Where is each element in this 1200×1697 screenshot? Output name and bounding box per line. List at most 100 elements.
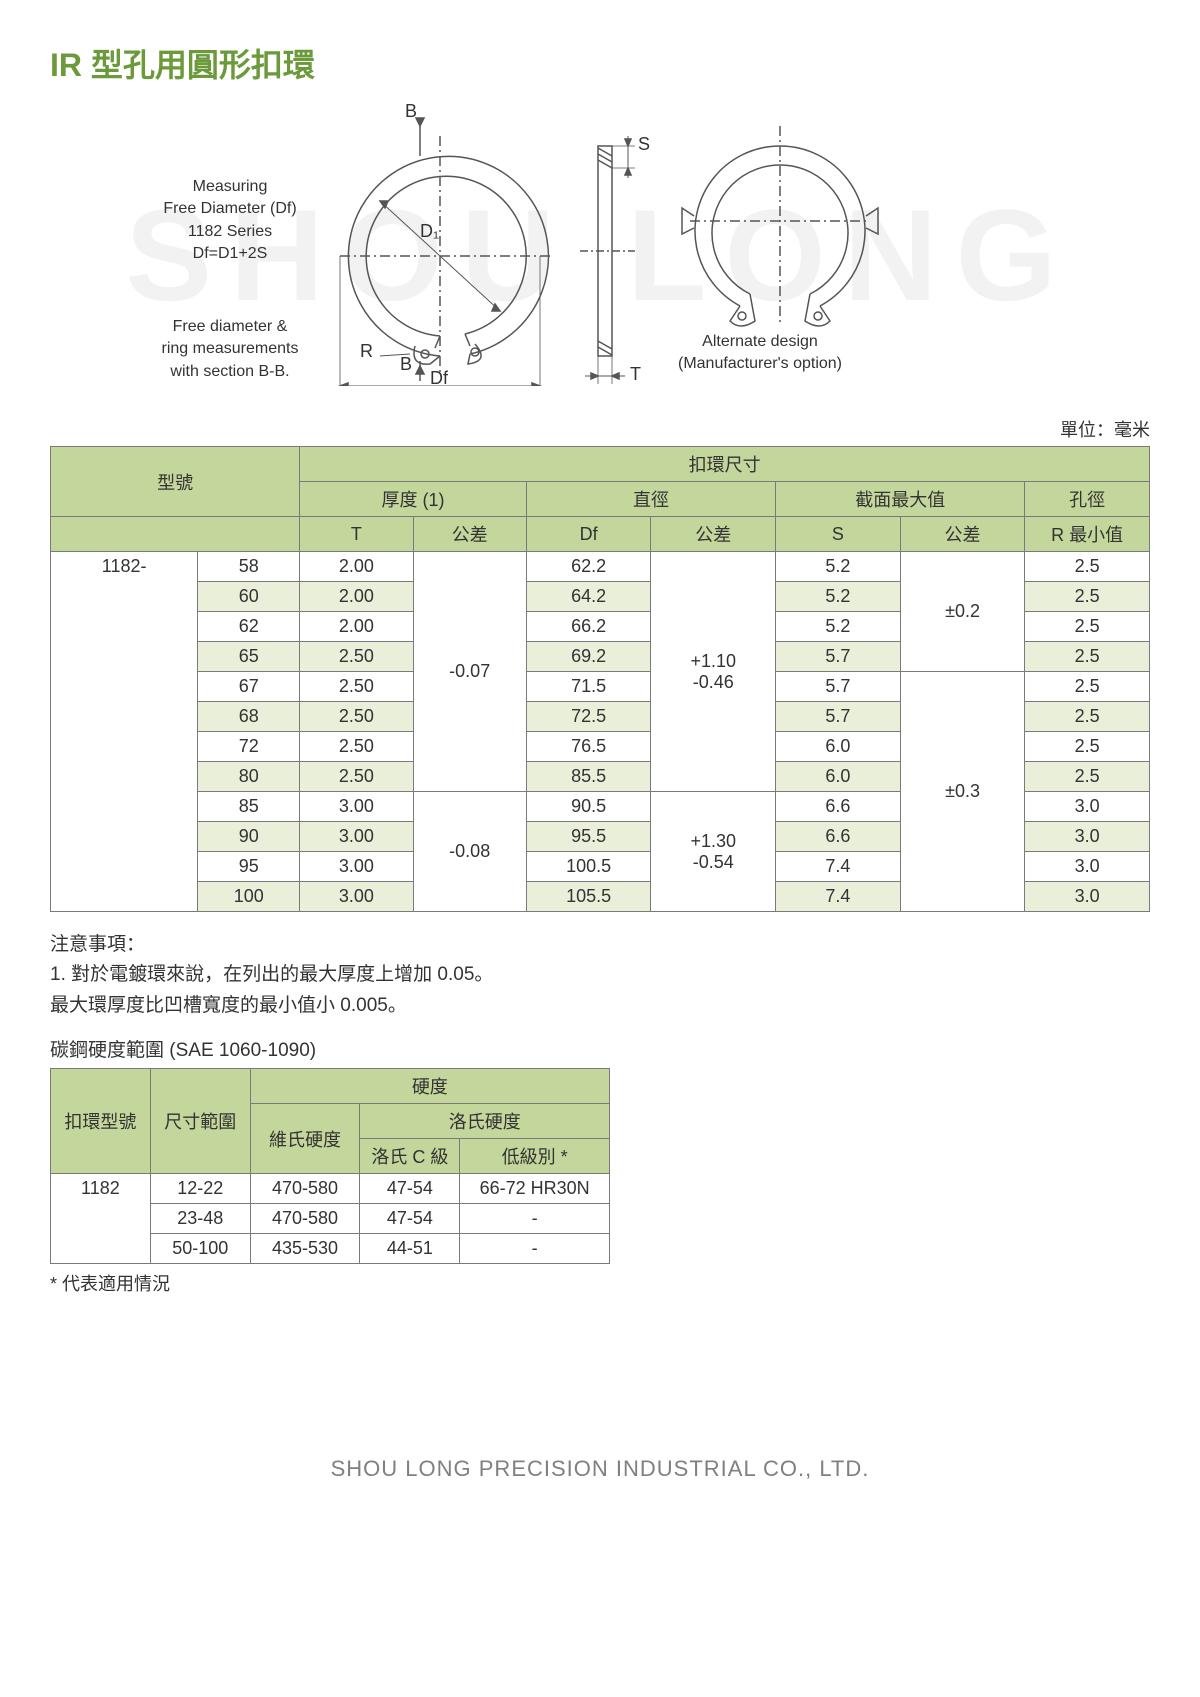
cell-size: 68 [198, 702, 300, 732]
th-h-range: 尺寸範圍 [150, 1069, 250, 1174]
cell-t-tol-1: -0.07 [413, 552, 526, 792]
cell-size: 67 [198, 672, 300, 702]
diagram-note-alternate: Alternate design (Manufacturer's option) [650, 331, 870, 376]
cell-t: 2.50 [300, 642, 413, 672]
cell-h-low: 66-72 HR30N [460, 1174, 610, 1204]
ring-dimension-table: 型號 扣環尺寸 厚度 (1) 直徑 截面最大值 孔徑 T 公差 Df 公差 S … [50, 446, 1150, 912]
cell-s: 7.4 [776, 882, 901, 912]
cell-t: 2.50 [300, 762, 413, 792]
cell-h-rc: 44-51 [360, 1234, 460, 1264]
th-hole: 孔徑 [1025, 482, 1150, 517]
diagram-label-b-bottom: B [400, 354, 412, 375]
cell-t: 2.00 [300, 552, 413, 582]
notes-heading: 注意事項： [50, 930, 1150, 960]
cell-h-range: 50-100 [150, 1234, 250, 1264]
diagram-ring-front [320, 106, 560, 386]
cell-s-tol-2: ±0.3 [900, 672, 1025, 912]
cell-h-low: - [460, 1234, 610, 1264]
diagram-label-r: R [360, 341, 373, 362]
cell-df: 105.5 [526, 882, 651, 912]
cell-t-tol-2: -0.08 [413, 792, 526, 912]
cell-size: 72 [198, 732, 300, 762]
cell-t: 3.00 [300, 852, 413, 882]
cell-h-vickers: 470-580 [250, 1174, 360, 1204]
cell-s: 6.0 [776, 762, 901, 792]
cell-s: 5.7 [776, 702, 901, 732]
cell-s: 6.6 [776, 792, 901, 822]
page-title: IR 型孔用圓形扣環 [50, 40, 1150, 86]
cell-r: 3.0 [1025, 792, 1150, 822]
cell-df: 71.5 [526, 672, 651, 702]
cell-df: 100.5 [526, 852, 651, 882]
th-h-rockwell: 洛氏硬度 [360, 1104, 610, 1139]
cell-r: 3.0 [1025, 852, 1150, 882]
cell-h-range: 23-48 [150, 1204, 250, 1234]
cell-series: 1182- [51, 552, 198, 912]
cell-h-low: - [460, 1204, 610, 1234]
hardness-title: 碳鋼硬度範圍 (SAE 1060-1090) [50, 1035, 1150, 1062]
cell-r: 2.5 [1025, 762, 1150, 792]
notes-section: 注意事項： 1. 對於電鍍環來說，在列出的最大厚度上增加 0.05。 最大環厚度… [50, 930, 1150, 1021]
diagram-area: Measuring Free Diameter (Df) 1182 Series… [50, 106, 1150, 406]
cell-s: 5.7 [776, 642, 901, 672]
cell-t: 2.50 [300, 672, 413, 702]
cell-s: 6.0 [776, 732, 901, 762]
cell-df: 62.2 [526, 552, 651, 582]
th-thickness: 厚度 (1) [300, 482, 527, 517]
cell-size: 95 [198, 852, 300, 882]
th-t-tol: 公差 [413, 517, 526, 552]
cell-h-range: 12-22 [150, 1174, 250, 1204]
diagram-note-measuring: Measuring Free Diameter (Df) 1182 Series… [140, 176, 320, 266]
th-df: Df [526, 517, 651, 552]
cell-h-rc: 47-54 [360, 1204, 460, 1234]
cell-r: 2.5 [1025, 732, 1150, 762]
cell-r: 3.0 [1025, 882, 1150, 912]
cell-r: 2.5 [1025, 612, 1150, 642]
footer-company: SHOU LONG PRECISION INDUSTRIAL CO., LTD. [50, 1456, 1150, 1482]
cell-size: 100 [198, 882, 300, 912]
cell-r: 2.5 [1025, 642, 1150, 672]
cell-h-vickers: 470-580 [250, 1204, 360, 1234]
cell-size: 80 [198, 762, 300, 792]
diagram-label-s: S [638, 134, 650, 155]
hardness-table: 扣環型號 尺寸範圍 硬度 維氏硬度 洛氏硬度 洛氏 C 級 低級別 * 1182… [50, 1068, 610, 1264]
th-df-tol: 公差 [651, 517, 776, 552]
cell-s: 5.2 [776, 552, 901, 582]
cell-t: 2.00 [300, 612, 413, 642]
cell-h-series: 1182 [51, 1174, 151, 1264]
cell-size: 58 [198, 552, 300, 582]
th-t: T [300, 517, 413, 552]
th-s: S [776, 517, 901, 552]
cell-df-tol-2: +1.30-0.54 [651, 792, 776, 912]
cell-r: 2.5 [1025, 552, 1150, 582]
th-h-low: 低級別 * [460, 1139, 610, 1174]
cell-s: 5.7 [776, 672, 901, 702]
cell-df: 85.5 [526, 762, 651, 792]
cell-df: 90.5 [526, 792, 651, 822]
diagram-note-section: Free diameter & ring measurements with s… [140, 316, 320, 383]
th-ring-dim: 扣環尺寸 [300, 447, 1150, 482]
cell-t: 3.00 [300, 792, 413, 822]
cell-t: 3.00 [300, 822, 413, 852]
cell-r: 2.5 [1025, 702, 1150, 732]
cell-t: 2.00 [300, 582, 413, 612]
th-section-max: 截面最大值 [776, 482, 1025, 517]
th-s-tol: 公差 [900, 517, 1025, 552]
unit-label: 單位：毫米 [50, 416, 1150, 442]
th-h-vickers: 維氏硬度 [250, 1104, 360, 1174]
cell-r: 2.5 [1025, 582, 1150, 612]
cell-size: 62 [198, 612, 300, 642]
diagram-label-b-top: B [405, 101, 417, 122]
footnote: * 代表適用情況 [50, 1270, 1150, 1296]
diagram-label-t: T [630, 364, 641, 385]
cell-t: 3.00 [300, 882, 413, 912]
cell-df: 69.2 [526, 642, 651, 672]
diagram-ring-alternate [680, 116, 880, 336]
cell-t: 2.50 [300, 702, 413, 732]
cell-r: 2.5 [1025, 672, 1150, 702]
cell-t: 2.50 [300, 732, 413, 762]
th-h-model: 扣環型號 [51, 1069, 151, 1174]
cell-h-rc: 47-54 [360, 1174, 460, 1204]
cell-s-tol-1: ±0.2 [900, 552, 1025, 672]
cell-df: 64.2 [526, 582, 651, 612]
